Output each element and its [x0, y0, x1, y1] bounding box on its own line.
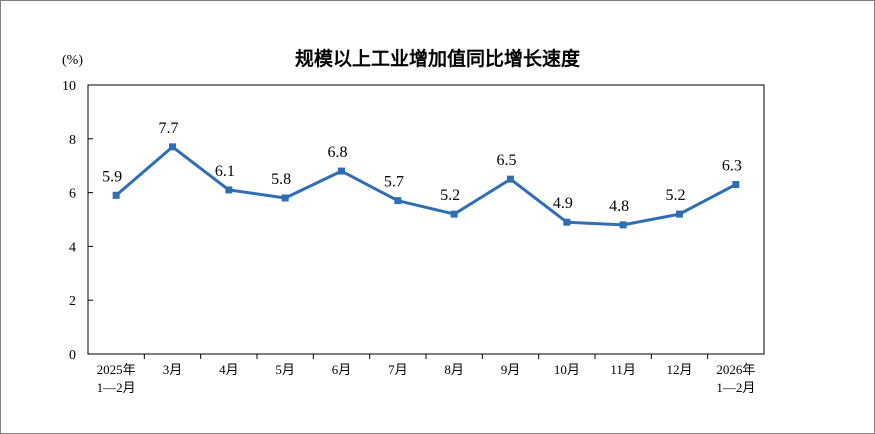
y-axis-unit: (%)	[62, 53, 83, 68]
x-tick-label: 12月	[666, 362, 692, 377]
data-point	[225, 186, 233, 194]
data-point	[732, 181, 740, 189]
data-point	[169, 143, 176, 151]
y-tick-label: 6	[69, 187, 76, 202]
y-tick-label: 2	[69, 294, 76, 309]
x-tick-label: 3月	[163, 362, 183, 377]
x-tick-label: 10月	[554, 362, 580, 377]
data-label: 5.2	[666, 187, 686, 204]
x-tick-label: 9月	[501, 362, 521, 377]
data-point	[112, 191, 120, 199]
y-tick-label: 8	[69, 133, 76, 148]
data-label: 6.1	[215, 163, 235, 180]
data-point	[450, 210, 458, 218]
data-point	[394, 197, 402, 205]
data-label: 5.8	[271, 171, 291, 188]
data-point	[619, 221, 627, 229]
x-tick-label: 2026年	[716, 362, 755, 377]
y-tick-label: 4	[69, 240, 76, 255]
y-tick-label: 10	[62, 79, 76, 94]
series-line	[115, 145, 737, 227]
data-point	[507, 175, 514, 183]
x-tick-label: 7月	[388, 362, 408, 377]
x-tick-label: 2025年	[97, 362, 136, 377]
data-label: 5.7	[384, 174, 404, 191]
data-point	[563, 218, 571, 226]
data-label: 6.5	[497, 152, 517, 169]
data-label: 5.2	[440, 187, 460, 204]
data-label: 4.8	[609, 198, 629, 215]
data-point	[676, 210, 683, 218]
data-label: 7.7	[159, 120, 179, 137]
y-tick-label: 0	[69, 348, 76, 363]
chart-title: 规模以上工业增加值同比增长速度	[294, 48, 580, 70]
x-tick-label: 1—2月	[97, 380, 136, 395]
x-tick-label: 4月	[219, 362, 239, 377]
x-tick-label: 11月	[610, 362, 636, 377]
x-tick-label: 6月	[332, 362, 352, 377]
data-label: 5.9	[102, 168, 122, 185]
data-point	[281, 194, 289, 202]
data-point	[338, 167, 345, 175]
plot-area	[87, 84, 765, 355]
data-label: 4.9	[553, 195, 573, 212]
data-label: 6.3	[722, 158, 742, 175]
x-tick-label: 5月	[275, 362, 295, 377]
x-tick-label: 1—2月	[716, 380, 755, 395]
data-label: 6.8	[328, 144, 348, 161]
x-tick-label: 8月	[444, 362, 464, 377]
